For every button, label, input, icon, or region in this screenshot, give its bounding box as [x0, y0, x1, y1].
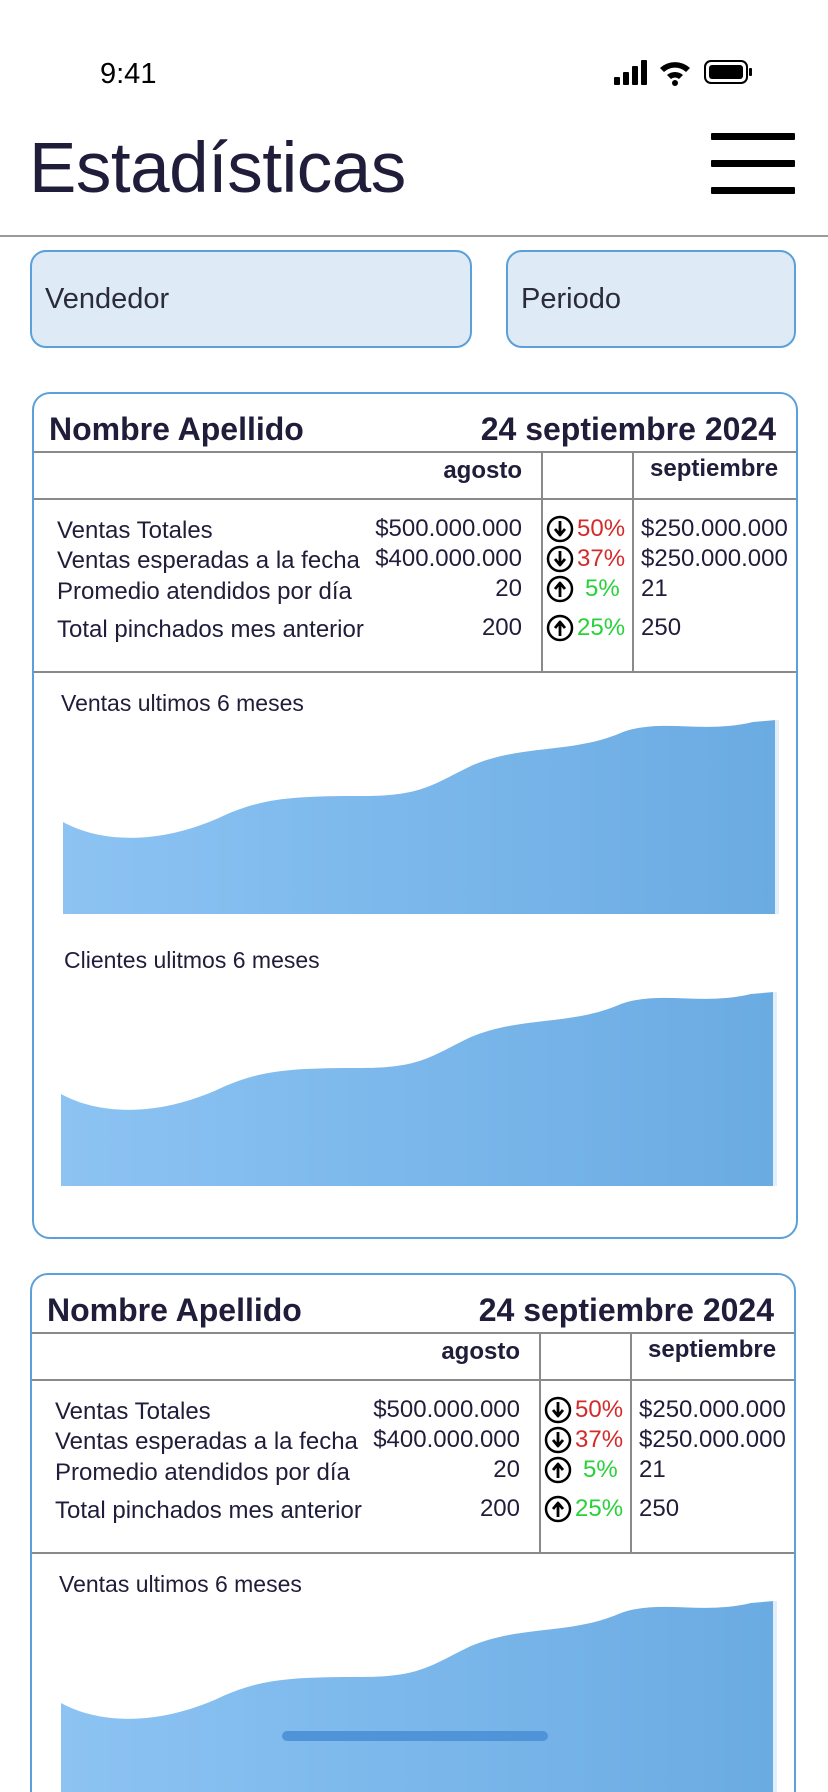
- report-date: 24 septiembre 2024: [480, 411, 776, 447]
- column-header-prev-month: agosto: [441, 1338, 520, 1365]
- chart-title: Clientes ulitmos 6 meses: [64, 947, 320, 973]
- divider: [32, 1552, 794, 1554]
- menu-icon: [711, 160, 795, 167]
- metric-prev-value: $500.000.000: [373, 1396, 520, 1423]
- arrow-up-circle-icon: [546, 575, 574, 603]
- metric-label: Ventas esperadas a la fecha: [57, 547, 360, 574]
- column-divider: [539, 1332, 541, 1552]
- period-filter-dropdown[interactable]: Periodo: [506, 250, 796, 348]
- metric-current-value: $250.000.000: [641, 515, 788, 542]
- metric-prev-value: $400.000.000: [375, 545, 522, 572]
- metric-current-value: 21: [639, 1456, 666, 1483]
- seller-filter-dropdown[interactable]: Vendedor: [30, 250, 472, 348]
- seller-stats-card: Nombre Apellido 24 septiembre 2024 agost…: [30, 1273, 796, 1792]
- sales-area-chart: [61, 1601, 777, 1792]
- trend-indicator: 50%: [544, 1395, 623, 1425]
- divider: [32, 1379, 794, 1381]
- trend-indicator: 25%: [546, 613, 625, 643]
- column-divider: [630, 1332, 632, 1552]
- divider: [34, 671, 796, 673]
- arrow-down-circle-icon: [546, 545, 574, 573]
- metric-prev-value: 200: [481, 614, 522, 641]
- metric-current-value: $250.000.000: [639, 1426, 786, 1453]
- metric-label: Promedio atendidos por día: [55, 1459, 350, 1486]
- arrow-down-circle-icon: [546, 515, 574, 543]
- menu-button[interactable]: [708, 130, 798, 198]
- column-divider: [632, 451, 634, 671]
- trend-percent: 37%: [575, 1426, 624, 1453]
- period-filter-label: Periodo: [521, 282, 621, 315]
- metric-prev-value: $400.000.000: [373, 1426, 520, 1453]
- trend-indicator: 5%: [544, 1455, 618, 1485]
- arrow-down-circle-icon: [544, 1396, 572, 1424]
- metric-prev-value: 20: [493, 1456, 520, 1483]
- wifi-icon: [660, 62, 690, 86]
- home-indicator[interactable]: [282, 1731, 548, 1741]
- metric-prev-value: 200: [479, 1495, 520, 1522]
- column-header-current-month: septiembre: [648, 1336, 777, 1363]
- status-icons: [614, 60, 752, 86]
- arrow-up-circle-icon: [544, 1456, 572, 1484]
- trend-indicator: 5%: [546, 574, 620, 604]
- trend-indicator: 37%: [546, 544, 625, 574]
- seller-name: Nombre Apellido: [49, 411, 304, 447]
- arrow-down-circle-icon: [544, 1426, 572, 1454]
- page-title: Estadísticas: [29, 129, 406, 208]
- divider: [34, 498, 796, 500]
- seller-stats-card: Nombre Apellido 24 septiembre 2024 agost…: [32, 392, 798, 1239]
- header-divider: [0, 235, 828, 237]
- seller-name: Nombre Apellido: [47, 1292, 302, 1328]
- column-header-prev-month: agosto: [443, 457, 522, 484]
- trend-percent: 5%: [585, 575, 620, 602]
- divider: [34, 451, 796, 453]
- chart-title: Ventas ultimos 6 meses: [59, 1571, 302, 1597]
- trend-percent: 5%: [583, 1456, 618, 1483]
- battery-icon: [704, 60, 752, 84]
- trend-percent: 50%: [577, 515, 626, 542]
- arrow-up-circle-icon: [546, 614, 574, 642]
- trend-percent: 25%: [575, 1495, 624, 1522]
- metric-prev-value: 20: [495, 575, 522, 602]
- metric-current-value: $250.000.000: [641, 545, 788, 572]
- trend-indicator: 50%: [546, 514, 625, 544]
- divider: [32, 1332, 794, 1334]
- metric-label: Total pinchados mes anterior: [57, 616, 364, 643]
- metric-current-value: $250.000.000: [639, 1396, 786, 1423]
- metric-prev-value: $500.000.000: [375, 515, 522, 542]
- status-time: 9:41: [100, 58, 157, 90]
- column-header-current-month: septiembre: [650, 455, 779, 482]
- sales-area-chart: [63, 720, 779, 914]
- menu-icon: [711, 187, 795, 194]
- signal-icon: [614, 60, 647, 85]
- metric-current-value: 250: [639, 1495, 680, 1522]
- metric-label: Promedio atendidos por día: [57, 578, 352, 605]
- report-date: 24 septiembre 2024: [478, 1292, 774, 1328]
- arrow-up-circle-icon: [544, 1495, 572, 1523]
- metric-label: Ventas Totales: [57, 517, 213, 544]
- seller-filter-label: Vendedor: [45, 282, 170, 315]
- chart-title: Ventas ultimos 6 meses: [61, 690, 304, 716]
- metric-label: Total pinchados mes anterior: [55, 1497, 362, 1524]
- metric-label: Ventas Totales: [55, 1398, 211, 1425]
- trend-percent: 50%: [575, 1396, 624, 1423]
- metric-current-value: 250: [641, 614, 682, 641]
- trend-percent: 25%: [577, 614, 626, 641]
- metric-current-value: 21: [641, 575, 668, 602]
- column-divider: [541, 451, 543, 671]
- trend-percent: 37%: [577, 545, 626, 572]
- trend-indicator: 37%: [544, 1425, 623, 1455]
- trend-indicator: 25%: [544, 1494, 623, 1524]
- metric-label: Ventas esperadas a la fecha: [55, 1428, 358, 1455]
- clients-area-chart: [61, 992, 777, 1186]
- menu-icon: [711, 133, 795, 140]
